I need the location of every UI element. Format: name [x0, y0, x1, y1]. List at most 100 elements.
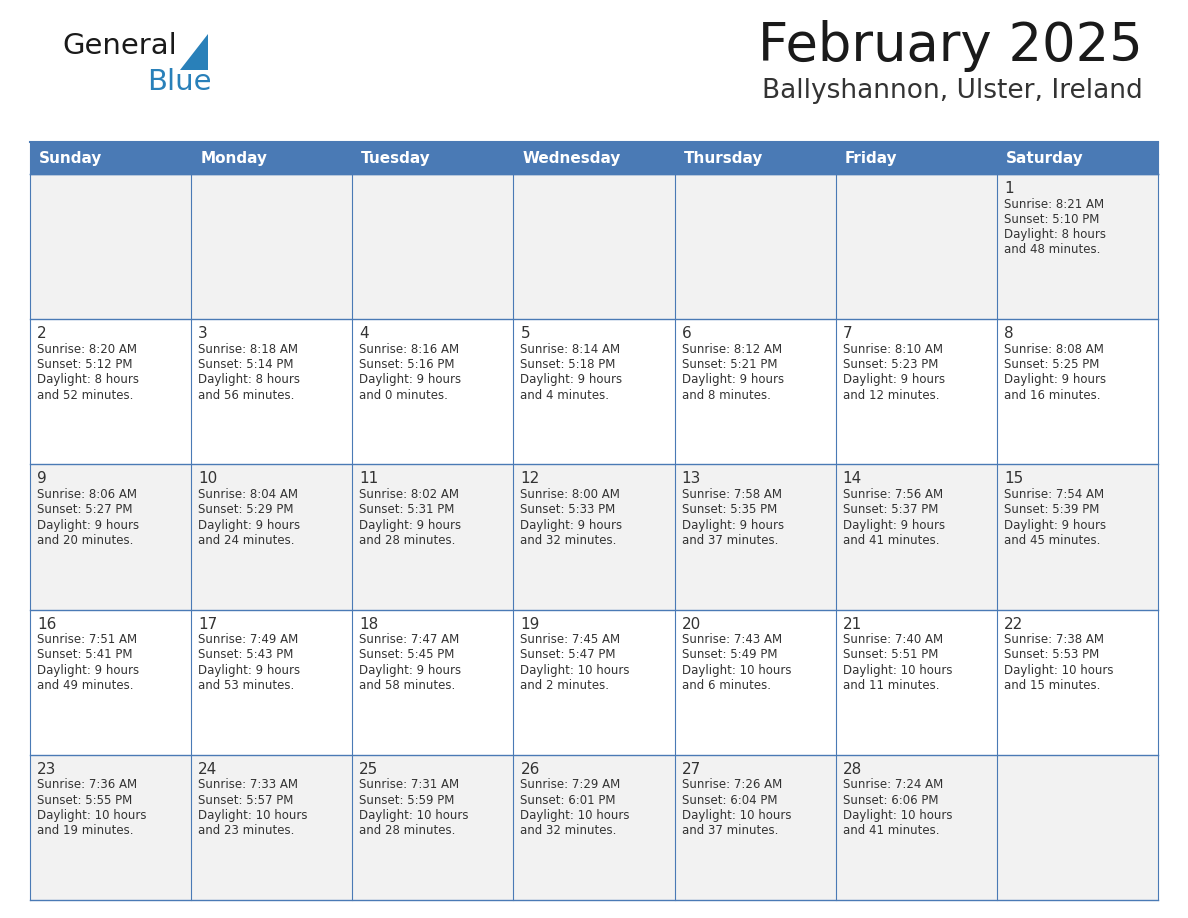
Text: Sunrise: 8:10 AM: Sunrise: 8:10 AM — [842, 343, 943, 356]
Text: Thursday: Thursday — [683, 151, 763, 165]
Text: Daylight: 9 hours: Daylight: 9 hours — [37, 519, 139, 532]
Text: Daylight: 9 hours: Daylight: 9 hours — [682, 374, 784, 386]
Bar — [353, 174, 513, 319]
Text: Daylight: 8 hours: Daylight: 8 hours — [37, 374, 139, 386]
Text: and 11 minutes.: and 11 minutes. — [842, 679, 940, 692]
Text: and 32 minutes.: and 32 minutes. — [520, 824, 617, 837]
Text: Sunset: 5:59 PM: Sunset: 5:59 PM — [359, 794, 455, 807]
Text: 9: 9 — [37, 472, 46, 487]
Text: Daylight: 8 hours: Daylight: 8 hours — [1004, 229, 1106, 241]
Text: Daylight: 9 hours: Daylight: 9 hours — [198, 664, 301, 677]
Text: Daylight: 8 hours: Daylight: 8 hours — [198, 374, 301, 386]
Text: and 32 minutes.: and 32 minutes. — [520, 533, 617, 547]
Text: Monday: Monday — [200, 151, 267, 165]
Text: 12: 12 — [520, 472, 539, 487]
Text: Daylight: 9 hours: Daylight: 9 hours — [842, 519, 944, 532]
Text: Sunset: 5:16 PM: Sunset: 5:16 PM — [359, 358, 455, 371]
Text: 22: 22 — [1004, 617, 1023, 632]
Text: February 2025: February 2025 — [758, 20, 1143, 72]
Text: Sunrise: 7:58 AM: Sunrise: 7:58 AM — [682, 488, 782, 501]
Text: Sunrise: 7:51 AM: Sunrise: 7:51 AM — [37, 633, 137, 646]
Bar — [30, 610, 191, 755]
Text: Sunrise: 8:04 AM: Sunrise: 8:04 AM — [198, 488, 298, 501]
Text: Daylight: 9 hours: Daylight: 9 hours — [1004, 519, 1106, 532]
Text: and 8 minutes.: and 8 minutes. — [682, 388, 771, 401]
Text: Sunrise: 7:45 AM: Sunrise: 7:45 AM — [520, 633, 620, 646]
Text: Sunset: 5:57 PM: Sunset: 5:57 PM — [198, 794, 293, 807]
Text: Sunrise: 7:31 AM: Sunrise: 7:31 AM — [359, 778, 460, 791]
Text: 1: 1 — [1004, 181, 1013, 196]
Text: and 16 minutes.: and 16 minutes. — [1004, 388, 1100, 401]
Text: Sunset: 5:18 PM: Sunset: 5:18 PM — [520, 358, 615, 371]
Text: Wednesday: Wednesday — [523, 151, 621, 165]
Bar — [835, 610, 997, 755]
Bar — [513, 174, 675, 319]
Bar — [30, 174, 191, 319]
Text: Saturday: Saturday — [1006, 151, 1083, 165]
Text: 19: 19 — [520, 617, 539, 632]
Text: Friday: Friday — [845, 151, 897, 165]
Text: and 58 minutes.: and 58 minutes. — [359, 679, 455, 692]
Text: and 6 minutes.: and 6 minutes. — [682, 679, 771, 692]
Text: and 52 minutes.: and 52 minutes. — [37, 388, 133, 401]
Text: and 2 minutes.: and 2 minutes. — [520, 679, 609, 692]
Text: Sunrise: 8:12 AM: Sunrise: 8:12 AM — [682, 343, 782, 356]
Text: Sunrise: 7:36 AM: Sunrise: 7:36 AM — [37, 778, 137, 791]
Text: 4: 4 — [359, 326, 369, 341]
Text: General: General — [62, 32, 177, 60]
Text: Sunrise: 7:29 AM: Sunrise: 7:29 AM — [520, 778, 620, 791]
Bar — [835, 465, 997, 610]
Text: Daylight: 9 hours: Daylight: 9 hours — [37, 664, 139, 677]
Text: Sunrise: 7:26 AM: Sunrise: 7:26 AM — [682, 778, 782, 791]
Bar — [997, 610, 1158, 755]
Bar — [30, 755, 191, 900]
Text: Sunset: 5:31 PM: Sunset: 5:31 PM — [359, 503, 455, 516]
Text: Daylight: 10 hours: Daylight: 10 hours — [37, 809, 146, 822]
Text: Sunset: 5:29 PM: Sunset: 5:29 PM — [198, 503, 293, 516]
Text: Sunrise: 8:18 AM: Sunrise: 8:18 AM — [198, 343, 298, 356]
Text: Daylight: 9 hours: Daylight: 9 hours — [359, 664, 461, 677]
Text: 27: 27 — [682, 762, 701, 777]
Bar — [30, 319, 191, 465]
Text: and 28 minutes.: and 28 minutes. — [359, 533, 456, 547]
Text: Sunrise: 8:02 AM: Sunrise: 8:02 AM — [359, 488, 460, 501]
Text: 2: 2 — [37, 326, 46, 341]
Bar — [353, 465, 513, 610]
Text: and 4 minutes.: and 4 minutes. — [520, 388, 609, 401]
Text: Daylight: 10 hours: Daylight: 10 hours — [520, 809, 630, 822]
Polygon shape — [181, 34, 208, 70]
Text: 11: 11 — [359, 472, 379, 487]
Text: Sunset: 5:12 PM: Sunset: 5:12 PM — [37, 358, 133, 371]
Text: 25: 25 — [359, 762, 379, 777]
Text: 13: 13 — [682, 472, 701, 487]
Text: Daylight: 9 hours: Daylight: 9 hours — [359, 519, 461, 532]
Text: and 23 minutes.: and 23 minutes. — [198, 824, 295, 837]
Text: 15: 15 — [1004, 472, 1023, 487]
Text: and 37 minutes.: and 37 minutes. — [682, 824, 778, 837]
Text: Blue: Blue — [147, 68, 211, 96]
Text: and 24 minutes.: and 24 minutes. — [198, 533, 295, 547]
Text: Sunset: 5:33 PM: Sunset: 5:33 PM — [520, 503, 615, 516]
Text: 24: 24 — [198, 762, 217, 777]
Text: and 20 minutes.: and 20 minutes. — [37, 533, 133, 547]
Text: Sunrise: 8:08 AM: Sunrise: 8:08 AM — [1004, 343, 1104, 356]
Bar — [997, 174, 1158, 319]
Text: Sunrise: 7:47 AM: Sunrise: 7:47 AM — [359, 633, 460, 646]
Text: and 28 minutes.: and 28 minutes. — [359, 824, 456, 837]
Text: Sunset: 5:49 PM: Sunset: 5:49 PM — [682, 648, 777, 662]
Bar — [30, 142, 1158, 174]
Text: Daylight: 9 hours: Daylight: 9 hours — [682, 519, 784, 532]
Text: and 56 minutes.: and 56 minutes. — [198, 388, 295, 401]
Bar — [997, 465, 1158, 610]
Text: Sunset: 5:25 PM: Sunset: 5:25 PM — [1004, 358, 1099, 371]
Text: Sunset: 5:35 PM: Sunset: 5:35 PM — [682, 503, 777, 516]
Bar — [30, 465, 191, 610]
Text: Daylight: 10 hours: Daylight: 10 hours — [520, 664, 630, 677]
Text: Sunrise: 7:33 AM: Sunrise: 7:33 AM — [198, 778, 298, 791]
Text: Sunrise: 7:43 AM: Sunrise: 7:43 AM — [682, 633, 782, 646]
Text: Sunset: 5:41 PM: Sunset: 5:41 PM — [37, 648, 133, 662]
Bar — [191, 610, 353, 755]
Text: Sunrise: 7:56 AM: Sunrise: 7:56 AM — [842, 488, 943, 501]
Text: 26: 26 — [520, 762, 539, 777]
Bar — [835, 319, 997, 465]
